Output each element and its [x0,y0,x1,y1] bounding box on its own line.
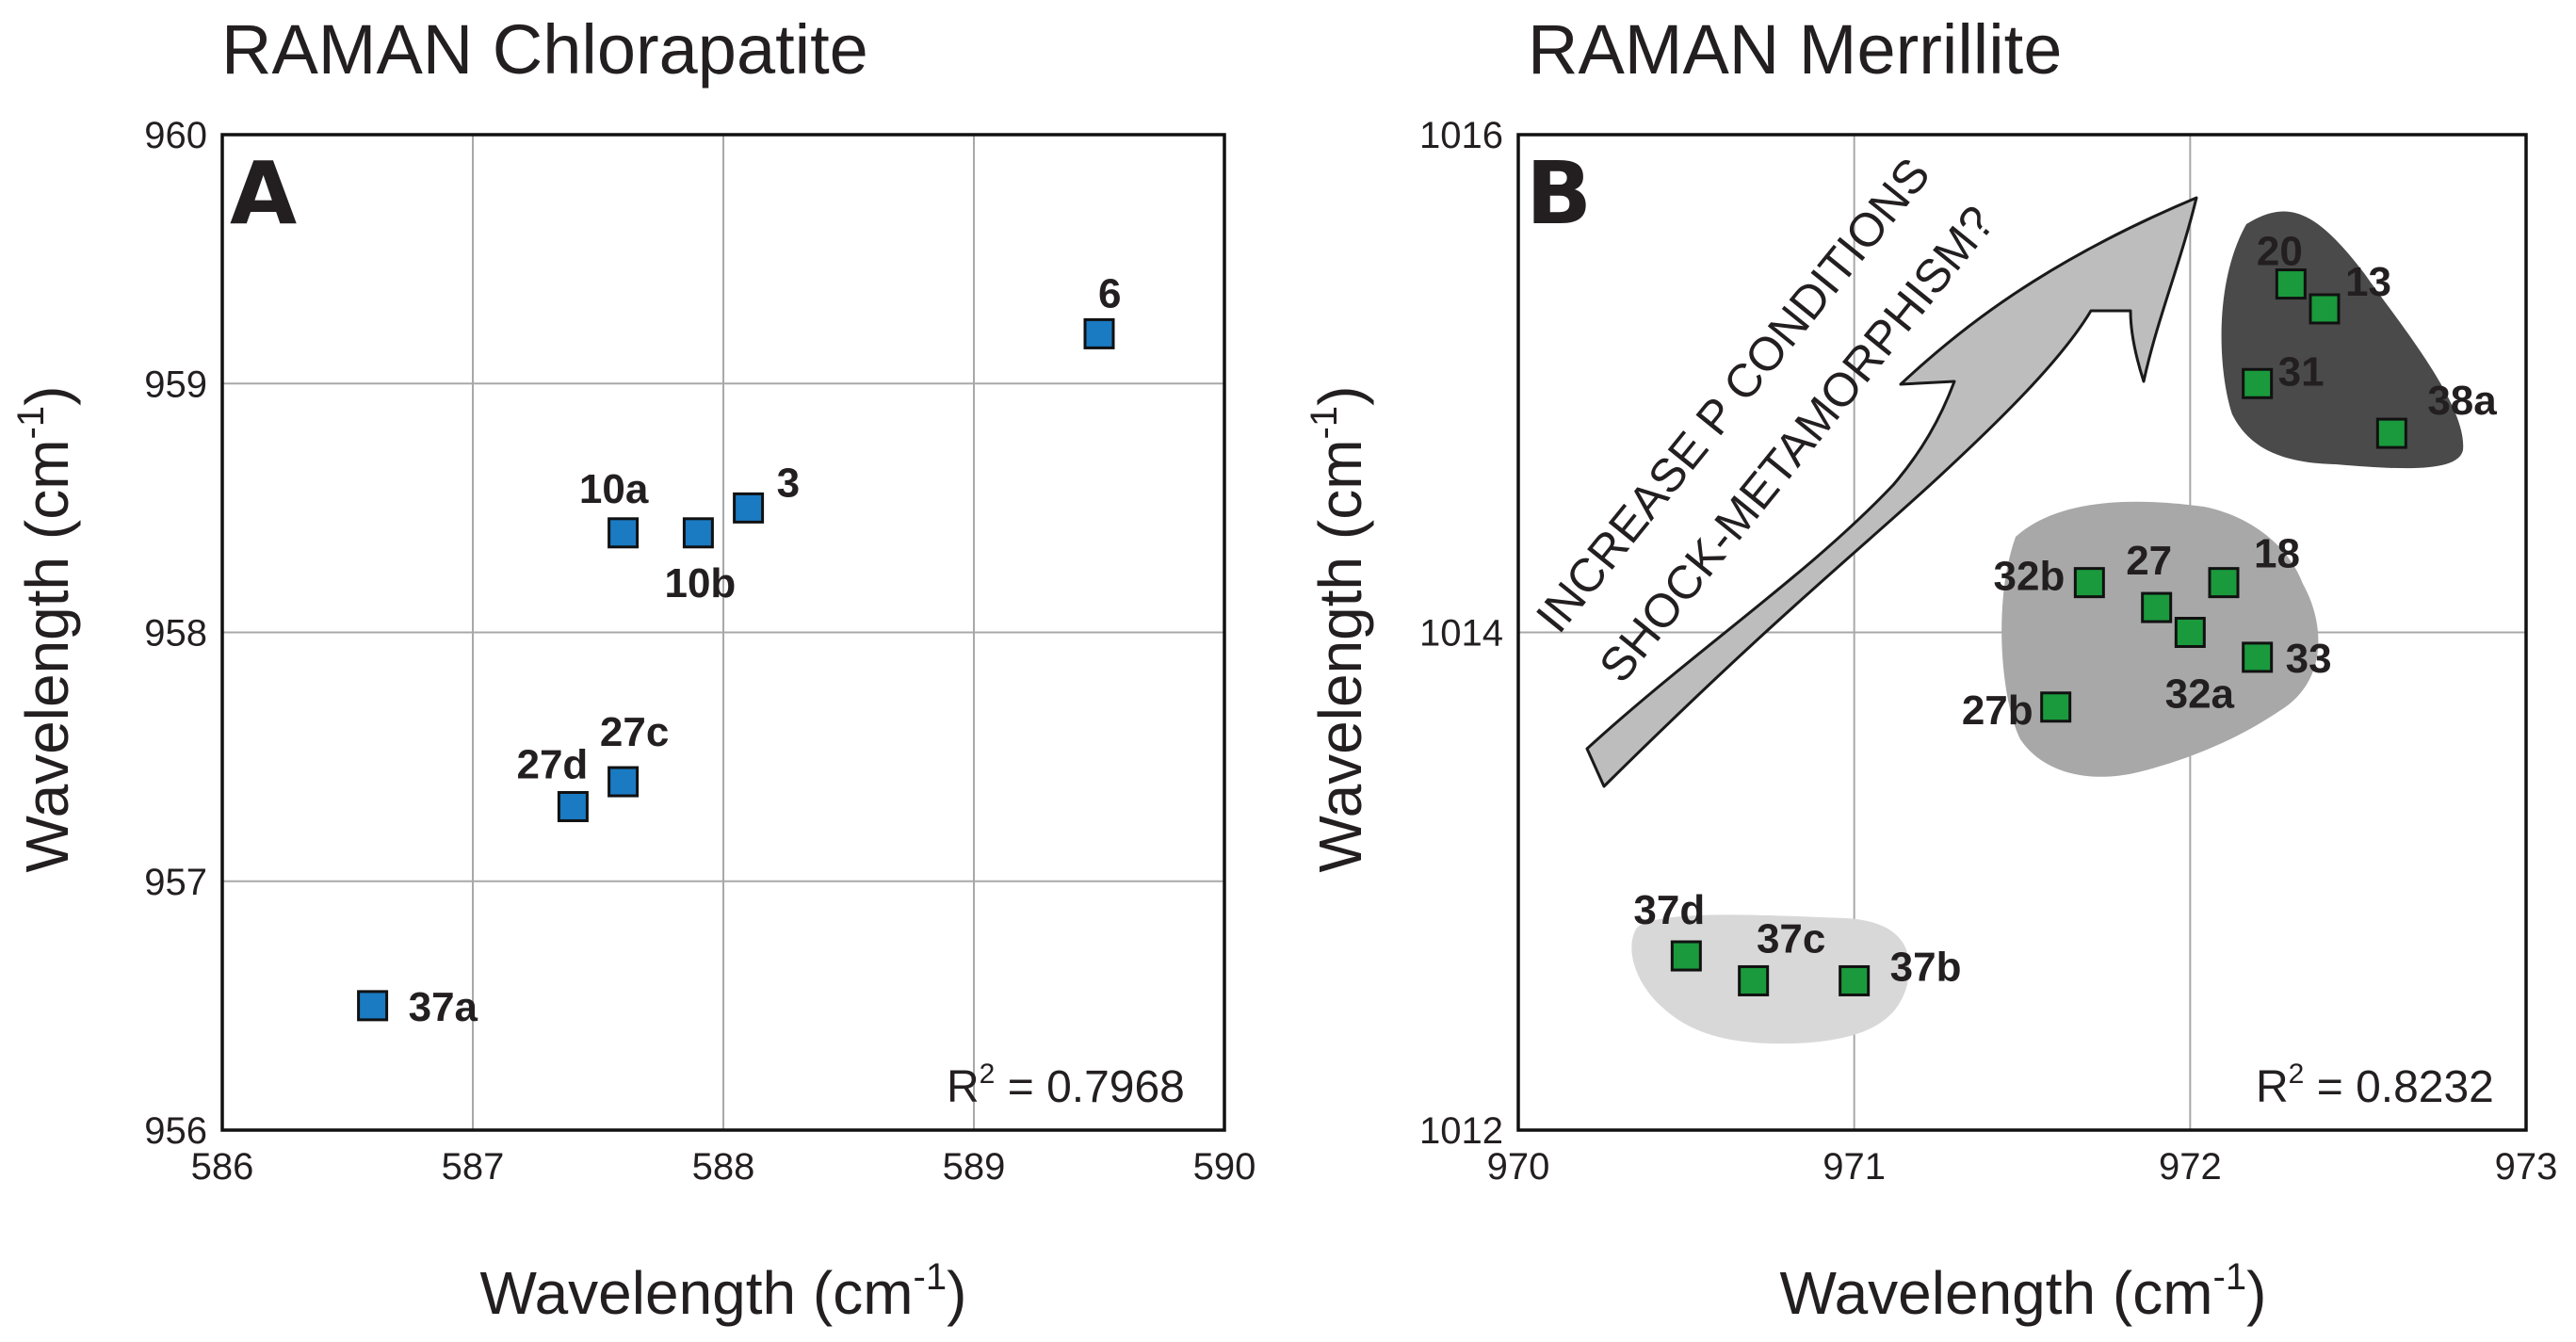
panel-b-title: RAMAN Merrillite [1528,10,2062,89]
panel-a-chlorapatite: RAMAN Chlorapatite A 586 587 588 589 590 956 9… [10,10,1256,1327]
y-tick-label: 956 [144,1110,207,1152]
panel-b-letter: B [1526,143,1592,244]
panel-a-letter: A [230,143,297,244]
point-label: 32a [2165,671,2235,718]
point-label: 13 [2345,259,2391,305]
panel-a-ticks: 586 587 588 589 590 956 957 958 959 960 [144,115,1256,1188]
panel-a-points: 6 10a 10b 3 27c 27d 37a [357,270,1121,1030]
point-label: 37c [1757,915,1825,962]
data-point [608,517,640,549]
data-point [2174,617,2206,648]
point-label: 37b [1890,944,1962,990]
x-tick-label: 590 [1193,1146,1256,1188]
point-label: 38a [2427,378,2497,424]
y-tick-label: 1014 [1419,613,1503,655]
panel-a-r-squared: R2 = 0.7968 [947,1059,1185,1112]
point-label: 10a [579,466,649,512]
x-tick-label: 972 [2159,1146,2222,1188]
data-point [2141,591,2173,623]
point-label: 27d [516,741,588,787]
panel-a-title: RAMAN Chlorapatite [221,10,868,89]
pressure-arrow [1585,196,2198,788]
data-point [2073,567,2105,599]
y-tick-label: 1016 [1419,115,1503,156]
data-point [1738,964,1770,996]
data-point [2242,641,2274,673]
panel-b-ticks: 970 971 972 973 1012 1014 1016 [1419,115,2557,1188]
x-tick-label: 973 [2495,1146,2558,1188]
x-tick-label: 971 [1823,1146,1886,1188]
y-tick-label: 957 [144,862,207,903]
panel-a-r2-exponent: 2 [980,1059,996,1090]
x-tick-label: 970 [1487,1146,1550,1188]
panel-b-r2-exponent: 2 [2289,1059,2305,1090]
point-label: 20 [2257,229,2303,275]
panel-b-xlabel-text: Wavelength (cm [1780,1259,2213,1327]
point-label: 37a [409,984,478,1030]
data-point [2375,417,2407,449]
data-point [557,790,589,822]
y-tick-label: 1012 [1419,1110,1503,1152]
panel-a-r2-value: = 0.7968 [995,1062,1185,1112]
panel-b-points: 20 13 31 38a 32b 27 18 32a 33 27b 37d 37c 37b [1633,229,2497,996]
panel-b-frame [1516,133,2528,1132]
data-point [2309,293,2341,325]
data-point [682,517,714,549]
panel-b-y-axis-label: Wavelength (cm-1) [1304,386,1374,873]
point-label: 6 [1098,270,1121,316]
panel-b-x-axis-label: Wavelength (cm-1) [1780,1256,2267,1327]
y-tick-label: 960 [144,115,207,156]
x-tick-label: 588 [692,1146,755,1188]
point-label: 27b [1962,687,2033,734]
panel-b-ylabel-text: Wavelength (cm [1306,439,1374,872]
panel-a-ylabel-text: Wavelength (cm [13,439,81,872]
panel-b-ylabel-close: ) [1306,386,1374,406]
panel-b-xlabel-close: ) [2246,1259,2266,1327]
data-point [608,766,640,798]
point-label: 31 [2278,348,2325,395]
x-tick-label: 587 [442,1146,505,1188]
panel-a-ylabel-close: ) [13,386,81,406]
panel-b-xlabel-sup: -1 [2213,1256,2247,1298]
point-label: 33 [2286,636,2332,682]
panel-b-r-squared: R2 = 0.8232 [2256,1059,2494,1112]
panel-a-ylabel-sup: -1 [10,406,52,440]
data-point [2040,691,2072,723]
point-label: 18 [2254,531,2300,577]
panel-b-ylabel-sup: -1 [1304,406,1345,440]
panel-a-frame [220,133,1226,1132]
data-point [2242,367,2274,399]
panel-a-x-axis-label: Wavelength (cm-1) [480,1256,967,1327]
panel-a-xlabel-sup: -1 [914,1256,948,1298]
data-point [357,990,389,1022]
data-point [1670,940,1702,972]
point-label: 27c [600,709,669,755]
data-point [1083,317,1115,349]
data-point [1839,964,1871,996]
point-label: 37d [1633,887,1705,933]
point-label: 27 [2126,538,2172,584]
panel-a-y-axis-label: Wavelength (cm-1) [10,386,81,873]
panel-a-xlabel-text: Wavelength (cm [480,1259,914,1327]
data-point [733,492,765,524]
panel-a-xlabel-close: ) [947,1259,966,1327]
panel-a-grid [221,134,1225,1131]
data-point [2275,268,2307,300]
point-label: 3 [777,460,800,506]
x-tick-label: 589 [943,1146,1006,1188]
panel-b-r2-value: = 0.8232 [2304,1062,2494,1112]
y-tick-label: 959 [144,364,207,405]
data-point [2208,567,2240,599]
x-tick-label: 586 [191,1146,254,1188]
panel-b-r2-letter: R [2256,1062,2289,1112]
point-label: 32b [1994,554,2066,600]
y-tick-label: 958 [144,613,207,655]
panel-a-r2-letter: R [947,1062,980,1112]
panel-b-merrillite: RAMAN Merrillite INCREASE P CONDITIONS S… [1304,10,2557,1327]
point-label: 10b [664,560,736,606]
